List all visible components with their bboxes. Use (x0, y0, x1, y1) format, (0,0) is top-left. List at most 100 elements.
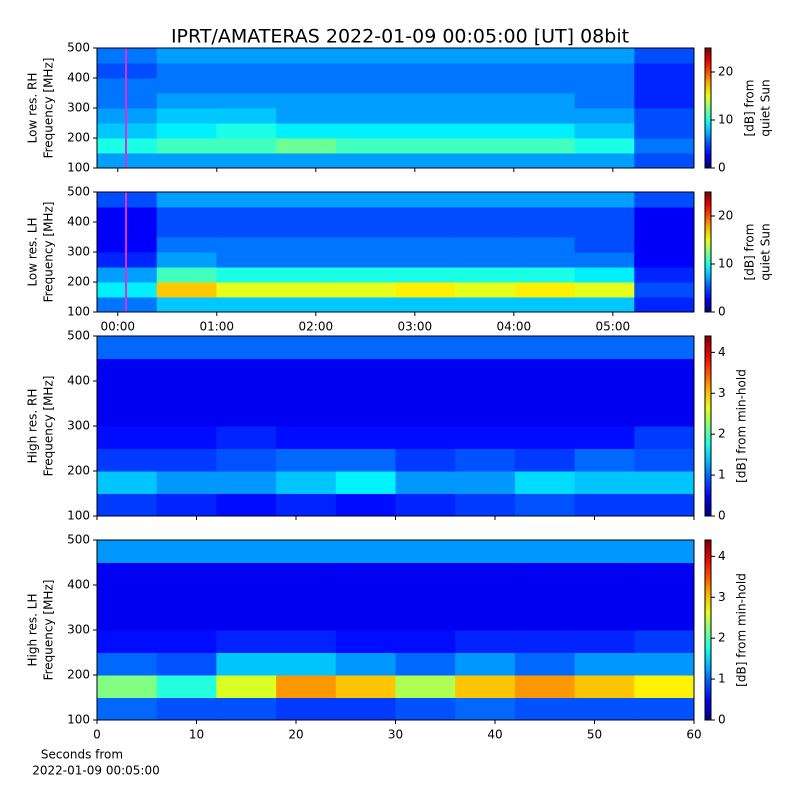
heat-cell (455, 381, 516, 404)
heat-cell (276, 493, 337, 517)
heat-cell (276, 93, 337, 109)
heat-cell (335, 358, 396, 382)
colorbar-label: quiet Sun (759, 79, 773, 136)
heat-cell (216, 607, 277, 631)
y-tick-label: 500 (67, 185, 90, 199)
heat-cell (97, 282, 158, 298)
heat-cell (276, 471, 337, 494)
heat-cell (574, 48, 635, 64)
heat-cell (395, 493, 456, 517)
y-tick-label: 200 (67, 131, 90, 145)
heat-cell (335, 237, 396, 253)
heat-cell (97, 267, 158, 283)
heat-cell (156, 471, 217, 494)
heat-cell (514, 562, 576, 586)
heat-cell (455, 675, 516, 698)
heat-cell (634, 153, 695, 169)
heat-cell (156, 93, 217, 109)
heat-cell (216, 630, 277, 653)
heat-cell (455, 153, 516, 169)
heat-cell (216, 471, 277, 494)
heat-cell (634, 426, 695, 449)
heat-cell (97, 93, 158, 109)
heat-cell (97, 138, 158, 154)
heat-cell (574, 493, 635, 517)
colorbar-label: [dB] from min-hold (735, 573, 749, 687)
heat-cell (276, 78, 337, 94)
heat-cell (276, 607, 337, 631)
colorbar-tick-label: 1 (718, 672, 726, 686)
heat-cell (634, 697, 695, 721)
heat-cell (276, 297, 337, 313)
heat-cell (455, 562, 516, 586)
heat-cell (395, 403, 456, 427)
heat-cell (574, 252, 635, 268)
heat-cell (574, 562, 635, 586)
heat-cell (455, 358, 516, 382)
heat-cell (455, 448, 516, 472)
heat-cell (574, 93, 635, 109)
heat-cell (335, 448, 396, 472)
heat-cell (276, 585, 337, 608)
heat-cell (395, 652, 456, 676)
heat-cell (276, 48, 337, 64)
heat-cell (574, 585, 635, 608)
heat-cell (514, 607, 576, 631)
heat-cell (395, 237, 456, 253)
heat-cell (514, 675, 576, 698)
heat-cell (216, 63, 277, 79)
y-tick-label: 200 (67, 275, 90, 289)
y-axis-label: Frequency [MHz] (42, 376, 56, 477)
x-tick-label: 00:00 (100, 320, 135, 334)
heat-cell (574, 138, 635, 154)
heat-cell (216, 237, 277, 253)
heat-cell (514, 471, 576, 494)
heat-cell (156, 697, 217, 721)
heat-cell (514, 381, 576, 404)
heat-cell (156, 426, 217, 449)
heat-cell (156, 267, 217, 283)
heat-cell (156, 607, 217, 631)
heat-cell (574, 153, 635, 169)
heat-cell (514, 540, 576, 563)
heat-cell (156, 108, 217, 124)
heat-cell (395, 630, 456, 653)
heat-cell (395, 222, 456, 238)
heat-cell (514, 252, 576, 268)
y-axis-label: High res. LH (26, 593, 40, 666)
heat-cell (574, 267, 635, 283)
y-axis-label: Low res. LH (26, 217, 40, 286)
heat-cell (634, 138, 695, 154)
heat-cell (395, 448, 456, 472)
colorbar-tick-label: 3 (718, 590, 726, 604)
y-tick-label: 300 (67, 101, 90, 115)
heat-cell (97, 540, 158, 563)
heat-cell (97, 222, 158, 238)
heat-cell (574, 607, 635, 631)
heat-cell (97, 471, 158, 494)
heat-cell (634, 237, 695, 253)
heat-cell (395, 138, 456, 154)
heat-cell (156, 48, 217, 64)
heat-cell (634, 562, 695, 586)
heat-cell (574, 540, 635, 563)
heat-cell (395, 252, 456, 268)
x-tick-label: 05:00 (596, 320, 631, 334)
heat-cell (216, 153, 277, 169)
heat-cell (574, 471, 635, 494)
heat-cell (335, 471, 396, 494)
heat-cell (156, 562, 217, 586)
heat-cell (574, 78, 635, 94)
heat-cell (455, 108, 516, 124)
heat-cell (634, 63, 695, 79)
heat-cell (97, 237, 158, 253)
heat-cell (156, 78, 217, 94)
heat-cell (335, 222, 396, 238)
y-tick-label: 300 (67, 419, 90, 433)
heat-cell (514, 237, 576, 253)
heat-cell (514, 493, 576, 517)
y-axis-label: High res. RH (26, 389, 40, 464)
colorbar-tick-label: 0 (718, 161, 726, 175)
colorbar-tick-label: 20 (718, 209, 733, 223)
heat-cell (574, 403, 635, 427)
